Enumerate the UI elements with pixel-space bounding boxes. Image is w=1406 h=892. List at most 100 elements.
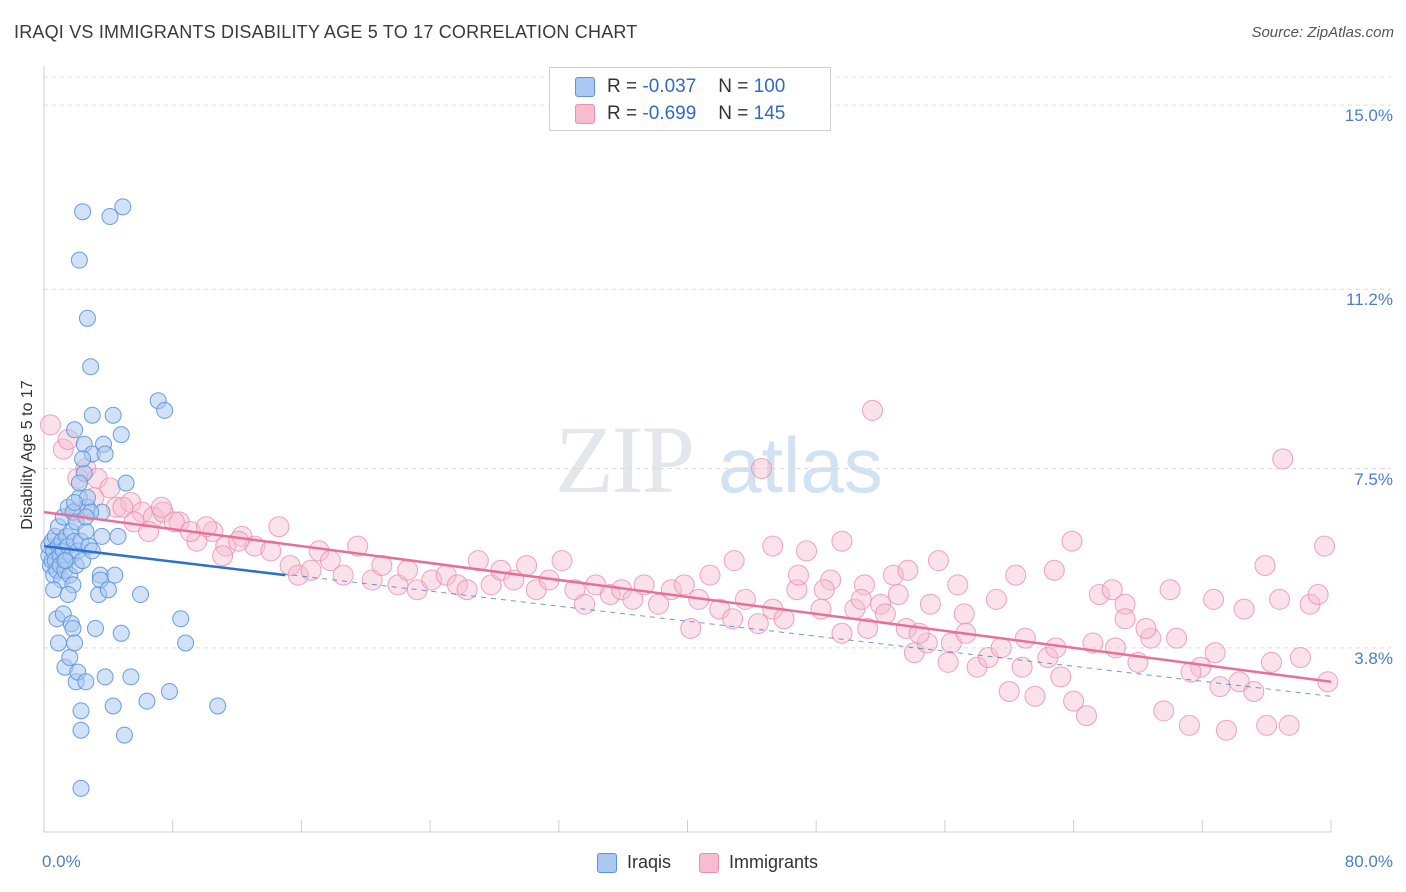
immigrants-trend-line: [43, 510, 1332, 684]
immigrants-point: [1278, 714, 1300, 736]
immigrants-point: [1178, 714, 1200, 736]
trend-lines: [43, 510, 1332, 697]
immigrants-point: [446, 574, 468, 596]
immigrants-point: [1314, 535, 1336, 557]
iraqis-point: [114, 198, 132, 216]
immigrants-point: [1166, 627, 1188, 649]
immigrants-point: [1114, 608, 1136, 630]
immigrants-point: [1050, 666, 1072, 688]
iraqis-point: [99, 581, 117, 599]
iraqis-point: [160, 682, 178, 700]
immigrants-point: [1082, 632, 1104, 654]
immigrants-point: [397, 559, 419, 581]
immigrants-point: [347, 535, 369, 557]
immigrants-point: [1024, 685, 1046, 707]
iraqis-point: [104, 697, 122, 715]
axes: [43, 66, 1332, 833]
iraqis-point: [66, 421, 84, 439]
iraqis-point: [72, 779, 90, 797]
iraqis-trend-line: [43, 544, 286, 577]
immigrants-point: [1011, 656, 1033, 678]
immigrants-point: [1254, 554, 1276, 576]
immigrants-point: [857, 617, 879, 639]
immigrants-point: [150, 496, 172, 518]
legend-row-immigrants: R = -0.699 N = 145: [575, 102, 785, 126]
r-value-immigrants: -0.699: [642, 103, 697, 124]
grid: [44, 76, 1391, 649]
iraqis-swatch: [575, 77, 595, 97]
immigrants-point: [112, 496, 134, 518]
immigrants-point: [287, 564, 309, 586]
immigrants-point: [1272, 448, 1294, 470]
immigrants-legend-swatch: [699, 852, 720, 873]
n-label: N =: [718, 103, 749, 124]
y-tick-label: 3.8%: [1354, 648, 1393, 668]
iraqis-point: [156, 401, 174, 419]
x-tick-max: 80.0%: [1344, 852, 1393, 871]
immigrants-point: [1256, 714, 1278, 736]
x-tick-min: 0.0%: [42, 852, 81, 871]
stats-legend: R = -0.037 N = 100 R = -0.699 N = 145: [549, 67, 831, 131]
immigrants-point: [99, 477, 121, 499]
immigrants-point: [361, 569, 383, 591]
immigrants-point: [1159, 579, 1181, 601]
legend-row-iraqis: R = -0.037 N = 100: [575, 75, 785, 99]
immigrants-point: [1061, 530, 1083, 552]
immigrants-point: [813, 579, 835, 601]
immigrants-point: [751, 458, 773, 480]
iraqis-point: [177, 634, 195, 652]
immigrants-point: [722, 608, 744, 630]
iraqis-point: [82, 358, 100, 376]
immigrants-point: [574, 593, 596, 615]
immigrants-point: [1101, 579, 1123, 601]
iraqis-point: [106, 566, 124, 584]
iraqis-point: [138, 692, 156, 710]
immigrants-point: [1209, 676, 1231, 698]
n-value-iraqis: 100: [753, 76, 786, 97]
iraqis-point: [83, 406, 101, 424]
immigrants-point: [788, 564, 810, 586]
immigrants-point: [516, 554, 538, 576]
immigrants-point: [1043, 559, 1065, 581]
iraqis-point: [56, 552, 74, 570]
watermark-atlas: atlas: [718, 421, 883, 509]
iraqis-point: [117, 474, 135, 492]
iraqis-point: [109, 527, 127, 545]
immigrants-point: [947, 574, 969, 596]
iraqis-point: [101, 208, 119, 226]
r-value-iraqis: -0.037: [642, 76, 697, 97]
immigrants-swatch: [575, 104, 595, 124]
immigrants-point: [1135, 617, 1157, 639]
iraqis-point: [112, 426, 130, 444]
immigrants-point: [998, 680, 1020, 702]
immigrants-point: [953, 603, 975, 625]
immigrants-point: [228, 530, 250, 552]
iraqis-point: [104, 406, 122, 424]
iraqis-point: [112, 624, 130, 642]
immigrants-point: [762, 535, 784, 557]
immigrants-point: [747, 613, 769, 635]
iraqis-point: [72, 721, 90, 739]
iraqis-point: [132, 586, 150, 604]
immigrants-points: [39, 399, 1339, 741]
immigrants-point: [862, 399, 884, 421]
immigrants-point: [52, 438, 74, 460]
immigrants-point: [551, 550, 573, 572]
iraqis-point: [77, 673, 95, 691]
legend-item-iraqis: Iraqis: [597, 852, 671, 873]
immigrants-point: [1203, 588, 1225, 610]
iraqis-point: [78, 309, 96, 327]
immigrants-point: [1063, 690, 1085, 712]
immigrants-point: [480, 574, 502, 596]
iraqis-point: [70, 474, 88, 492]
immigrants-point: [887, 584, 909, 606]
immigrants-point: [919, 593, 941, 615]
immigrants-point: [1215, 719, 1237, 741]
iraqis-point: [74, 203, 92, 221]
immigrants-point: [1088, 584, 1110, 606]
immigrants-point: [1014, 627, 1036, 649]
immigrants-point: [882, 564, 904, 586]
iraqis-point: [122, 668, 140, 686]
watermark-zip: ZIP: [555, 406, 693, 513]
